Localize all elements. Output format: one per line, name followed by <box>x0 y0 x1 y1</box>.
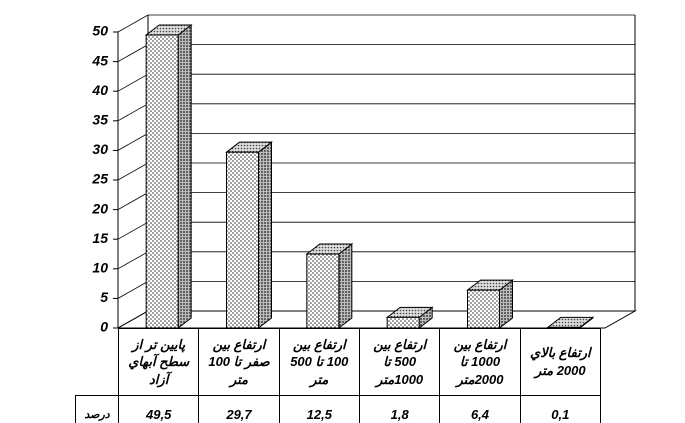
grid-line <box>117 14 149 33</box>
grid-line <box>117 192 149 210</box>
bar <box>467 289 500 329</box>
y-tick-label: 30 <box>92 141 108 157</box>
y-tick-label: 20 <box>91 200 108 216</box>
grid-line <box>117 133 149 151</box>
bar <box>145 34 179 329</box>
value-label: 12,5 <box>278 395 360 423</box>
y-tick-label: 50 <box>92 23 108 39</box>
grid-line <box>117 103 149 122</box>
grid-line <box>117 281 149 299</box>
value-label: 49,5 <box>118 395 200 423</box>
bar <box>386 316 420 329</box>
category-label: ارتفاع بين 100 تا 500 متر <box>278 328 360 396</box>
value-label: 29,7 <box>198 395 280 423</box>
y-tick-label: 25 <box>91 171 108 187</box>
y-tick-label: 15 <box>92 230 108 246</box>
grid-line <box>117 221 149 240</box>
y-tick-label: 40 <box>91 82 108 98</box>
category-label: پايين تر از سطح آبهاي آزاد <box>118 328 200 396</box>
y-tick-label: 35 <box>92 112 108 128</box>
y-tick-label: 10 <box>92 260 108 276</box>
bar <box>306 253 340 329</box>
grid-line <box>117 162 149 181</box>
category-label: ارتفاع بين صفر تا 100 متر <box>198 328 280 396</box>
category-label: ارتفاع بين 500 تا 1000متر <box>359 328 441 396</box>
y-tick-label: 45 <box>91 52 108 68</box>
value-label: 0,1 <box>519 395 601 423</box>
grid-line <box>117 310 149 329</box>
y-tick-label: 5 <box>100 289 108 305</box>
grid-line <box>117 44 149 62</box>
category-label: ارتفاع بين 1000 تا 2000متر <box>439 328 521 396</box>
grid-line <box>117 73 149 92</box>
bar-side <box>177 23 192 330</box>
value-label: 6,4 <box>439 395 521 423</box>
category-label: ارتفاع بالاي 2000 متر <box>519 328 601 396</box>
bar <box>547 326 581 329</box>
y-tick-label: 0 <box>100 319 108 335</box>
grid-line <box>117 251 149 270</box>
bar <box>226 151 259 329</box>
bar-side <box>338 242 353 330</box>
row-label: درصد <box>75 395 119 423</box>
value-label: 1,8 <box>359 395 441 423</box>
bar-side <box>258 141 272 330</box>
